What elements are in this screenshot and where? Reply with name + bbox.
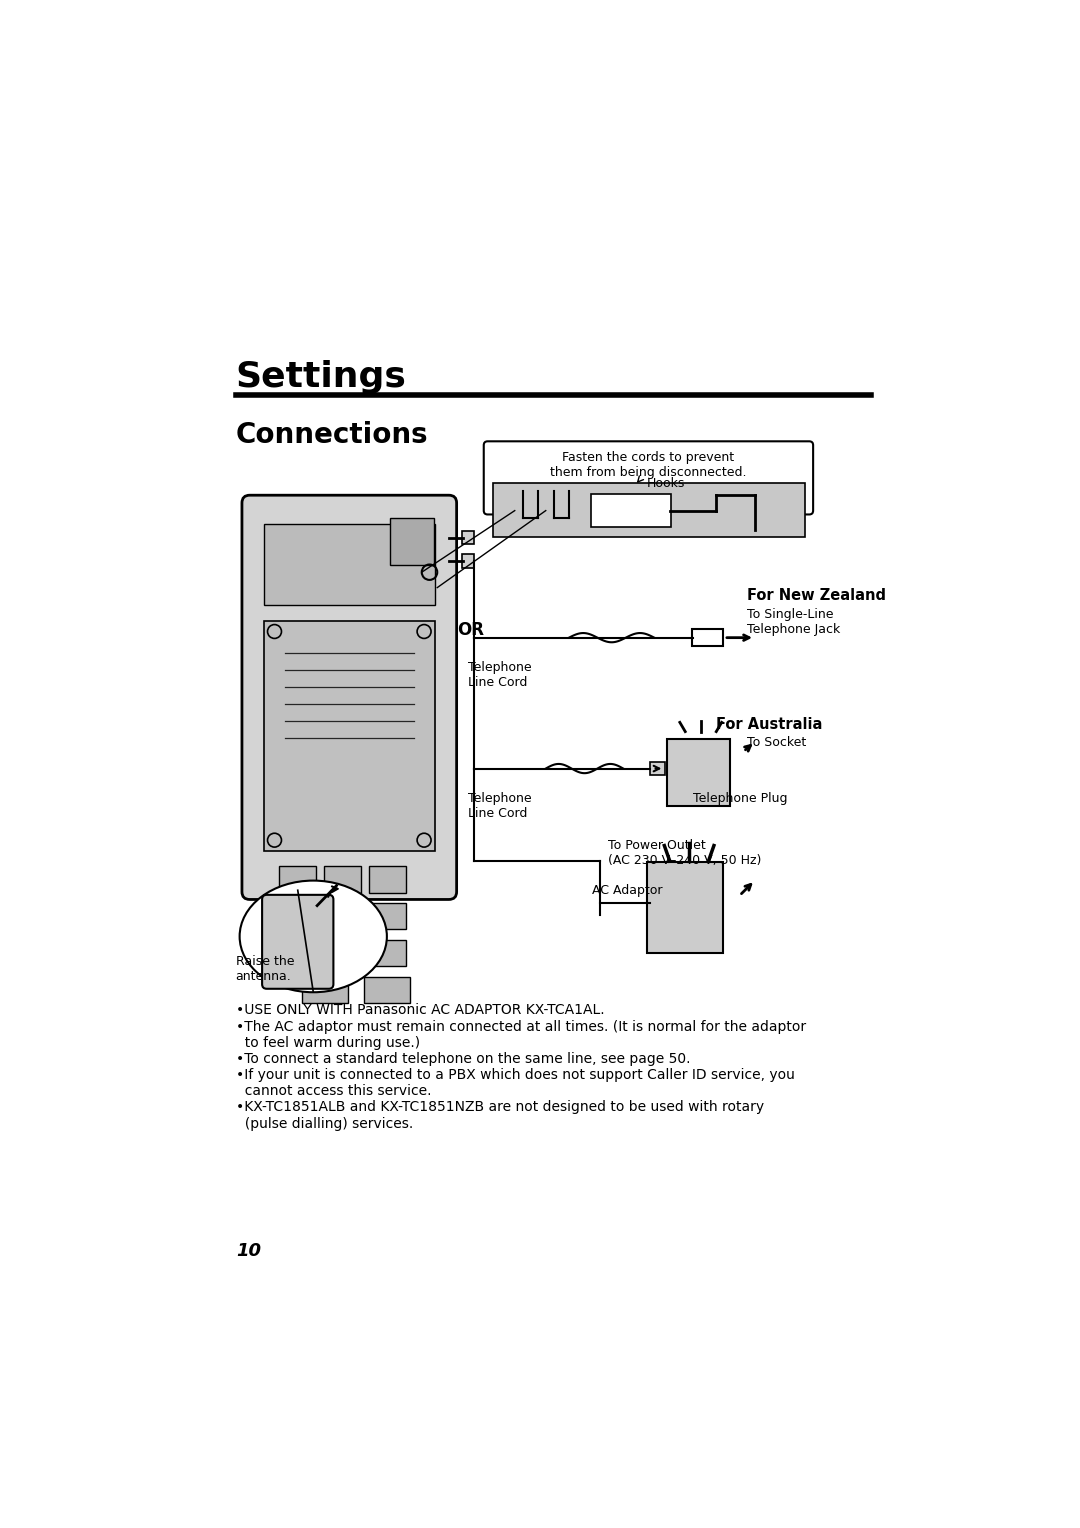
Text: Connections: Connections xyxy=(235,420,429,449)
Text: For Australia: For Australia xyxy=(716,717,823,732)
FancyBboxPatch shape xyxy=(324,866,362,892)
FancyBboxPatch shape xyxy=(494,483,805,536)
Text: Hooks: Hooks xyxy=(647,477,685,490)
FancyBboxPatch shape xyxy=(279,903,316,929)
FancyBboxPatch shape xyxy=(647,862,724,952)
FancyBboxPatch shape xyxy=(264,620,435,851)
Text: to feel warm during use.): to feel warm during use.) xyxy=(235,1036,420,1050)
Text: 10: 10 xyxy=(235,1242,260,1261)
FancyBboxPatch shape xyxy=(390,518,434,565)
FancyBboxPatch shape xyxy=(592,495,671,527)
FancyBboxPatch shape xyxy=(484,442,813,515)
FancyBboxPatch shape xyxy=(302,978,348,1004)
Text: Fasten the cords to prevent
them from being disconnected.: Fasten the cords to prevent them from be… xyxy=(550,451,746,480)
FancyBboxPatch shape xyxy=(369,866,406,892)
Text: Telephone
Line Cord: Telephone Line Cord xyxy=(469,660,531,689)
Text: •KX-TC1851ALB and KX-TC1851NZB are not designed to be used with rotary: •KX-TC1851ALB and KX-TC1851NZB are not d… xyxy=(235,1100,764,1114)
FancyBboxPatch shape xyxy=(667,740,730,805)
Text: Telephone Plug: Telephone Plug xyxy=(693,792,787,805)
Text: Telephone
Line Cord: Telephone Line Cord xyxy=(469,792,531,819)
Text: Settings: Settings xyxy=(235,361,407,394)
Text: OR: OR xyxy=(457,620,484,639)
Text: AC Adaptor: AC Adaptor xyxy=(592,885,663,897)
Text: Raise the
antenna.: Raise the antenna. xyxy=(235,955,294,983)
FancyBboxPatch shape xyxy=(324,903,362,929)
Ellipse shape xyxy=(240,880,387,992)
FancyBboxPatch shape xyxy=(649,761,665,776)
Text: To Socket: To Socket xyxy=(747,736,807,749)
FancyBboxPatch shape xyxy=(264,524,435,605)
Text: To Single-Line
Telephone Jack: To Single-Line Telephone Jack xyxy=(747,608,840,636)
Text: •To connect a standard telephone on the same line, see page 50.: •To connect a standard telephone on the … xyxy=(235,1051,690,1067)
FancyBboxPatch shape xyxy=(369,940,406,966)
FancyBboxPatch shape xyxy=(324,940,362,966)
FancyBboxPatch shape xyxy=(462,553,474,567)
FancyBboxPatch shape xyxy=(369,903,406,929)
FancyBboxPatch shape xyxy=(242,495,457,900)
FancyBboxPatch shape xyxy=(462,530,474,544)
FancyBboxPatch shape xyxy=(279,866,316,892)
FancyBboxPatch shape xyxy=(692,630,724,646)
Text: (pulse dialling) services.: (pulse dialling) services. xyxy=(235,1117,413,1131)
Text: cannot access this service.: cannot access this service. xyxy=(235,1085,431,1099)
Text: •USE ONLY WITH Panasonic AC ADAPTOR KX-TCA1AL.: •USE ONLY WITH Panasonic AC ADAPTOR KX-T… xyxy=(235,1004,605,1018)
Text: •The AC adaptor must remain connected at all times. (It is normal for the adapto: •The AC adaptor must remain connected at… xyxy=(235,1019,806,1033)
FancyBboxPatch shape xyxy=(262,895,334,989)
Text: For New Zealand: For New Zealand xyxy=(747,588,887,602)
FancyBboxPatch shape xyxy=(364,978,410,1004)
Text: •If your unit is connected to a PBX which does not support Caller ID service, yo: •If your unit is connected to a PBX whic… xyxy=(235,1068,795,1082)
Text: To Power Outlet
(AC 230 V–240 V, 50 Hz): To Power Outlet (AC 230 V–240 V, 50 Hz) xyxy=(608,839,761,868)
FancyBboxPatch shape xyxy=(279,940,316,966)
